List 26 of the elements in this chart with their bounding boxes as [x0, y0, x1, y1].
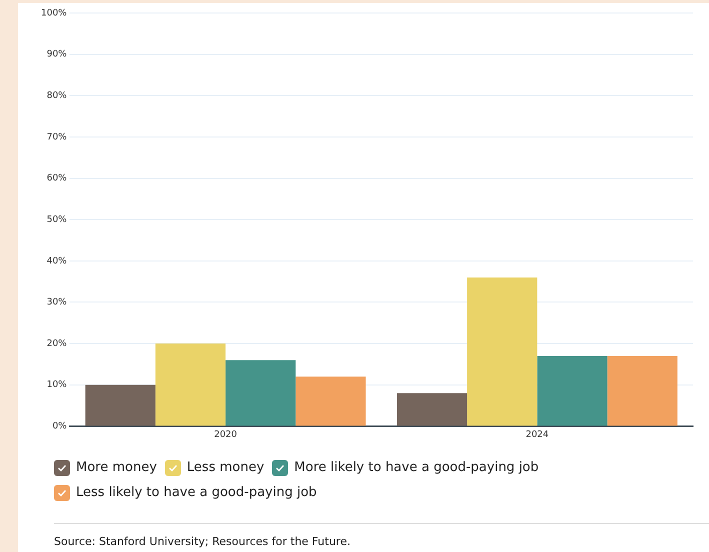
y-tick-label: 100% [40, 8, 68, 18]
legend-label: Less likely to have a good-paying job [76, 484, 317, 502]
y-tick-label: 70% [46, 132, 68, 142]
legend-label: More likely to have a good-paying job [294, 459, 539, 477]
bar [85, 384, 156, 426]
bar [537, 356, 608, 426]
y-tick-label: 40% [46, 256, 68, 266]
bar [607, 356, 678, 426]
source-note: Source: Stanford University; Resources for the Future. [54, 535, 350, 548]
x-tick-label: 2020 [214, 430, 238, 440]
y-tick-label: 20% [46, 338, 68, 349]
y-tick-label: 90% [46, 50, 68, 60]
bar [226, 360, 296, 426]
bar [155, 344, 226, 426]
y-tick-label: 50% [46, 214, 68, 225]
y-tick-label: 0% [52, 422, 68, 432]
bar [396, 393, 468, 426]
x-tick-label: 2024 [526, 430, 549, 440]
legend-label: More money [76, 459, 157, 477]
bar [296, 376, 366, 426]
y-tick-label: 30% [46, 298, 68, 308]
y-tick-label: 80% [46, 90, 68, 101]
y-tick-label: 10% [46, 380, 68, 390]
legend-label: Less money [186, 459, 264, 477]
bar [467, 277, 538, 426]
y-tick-label: 60% [46, 174, 68, 184]
